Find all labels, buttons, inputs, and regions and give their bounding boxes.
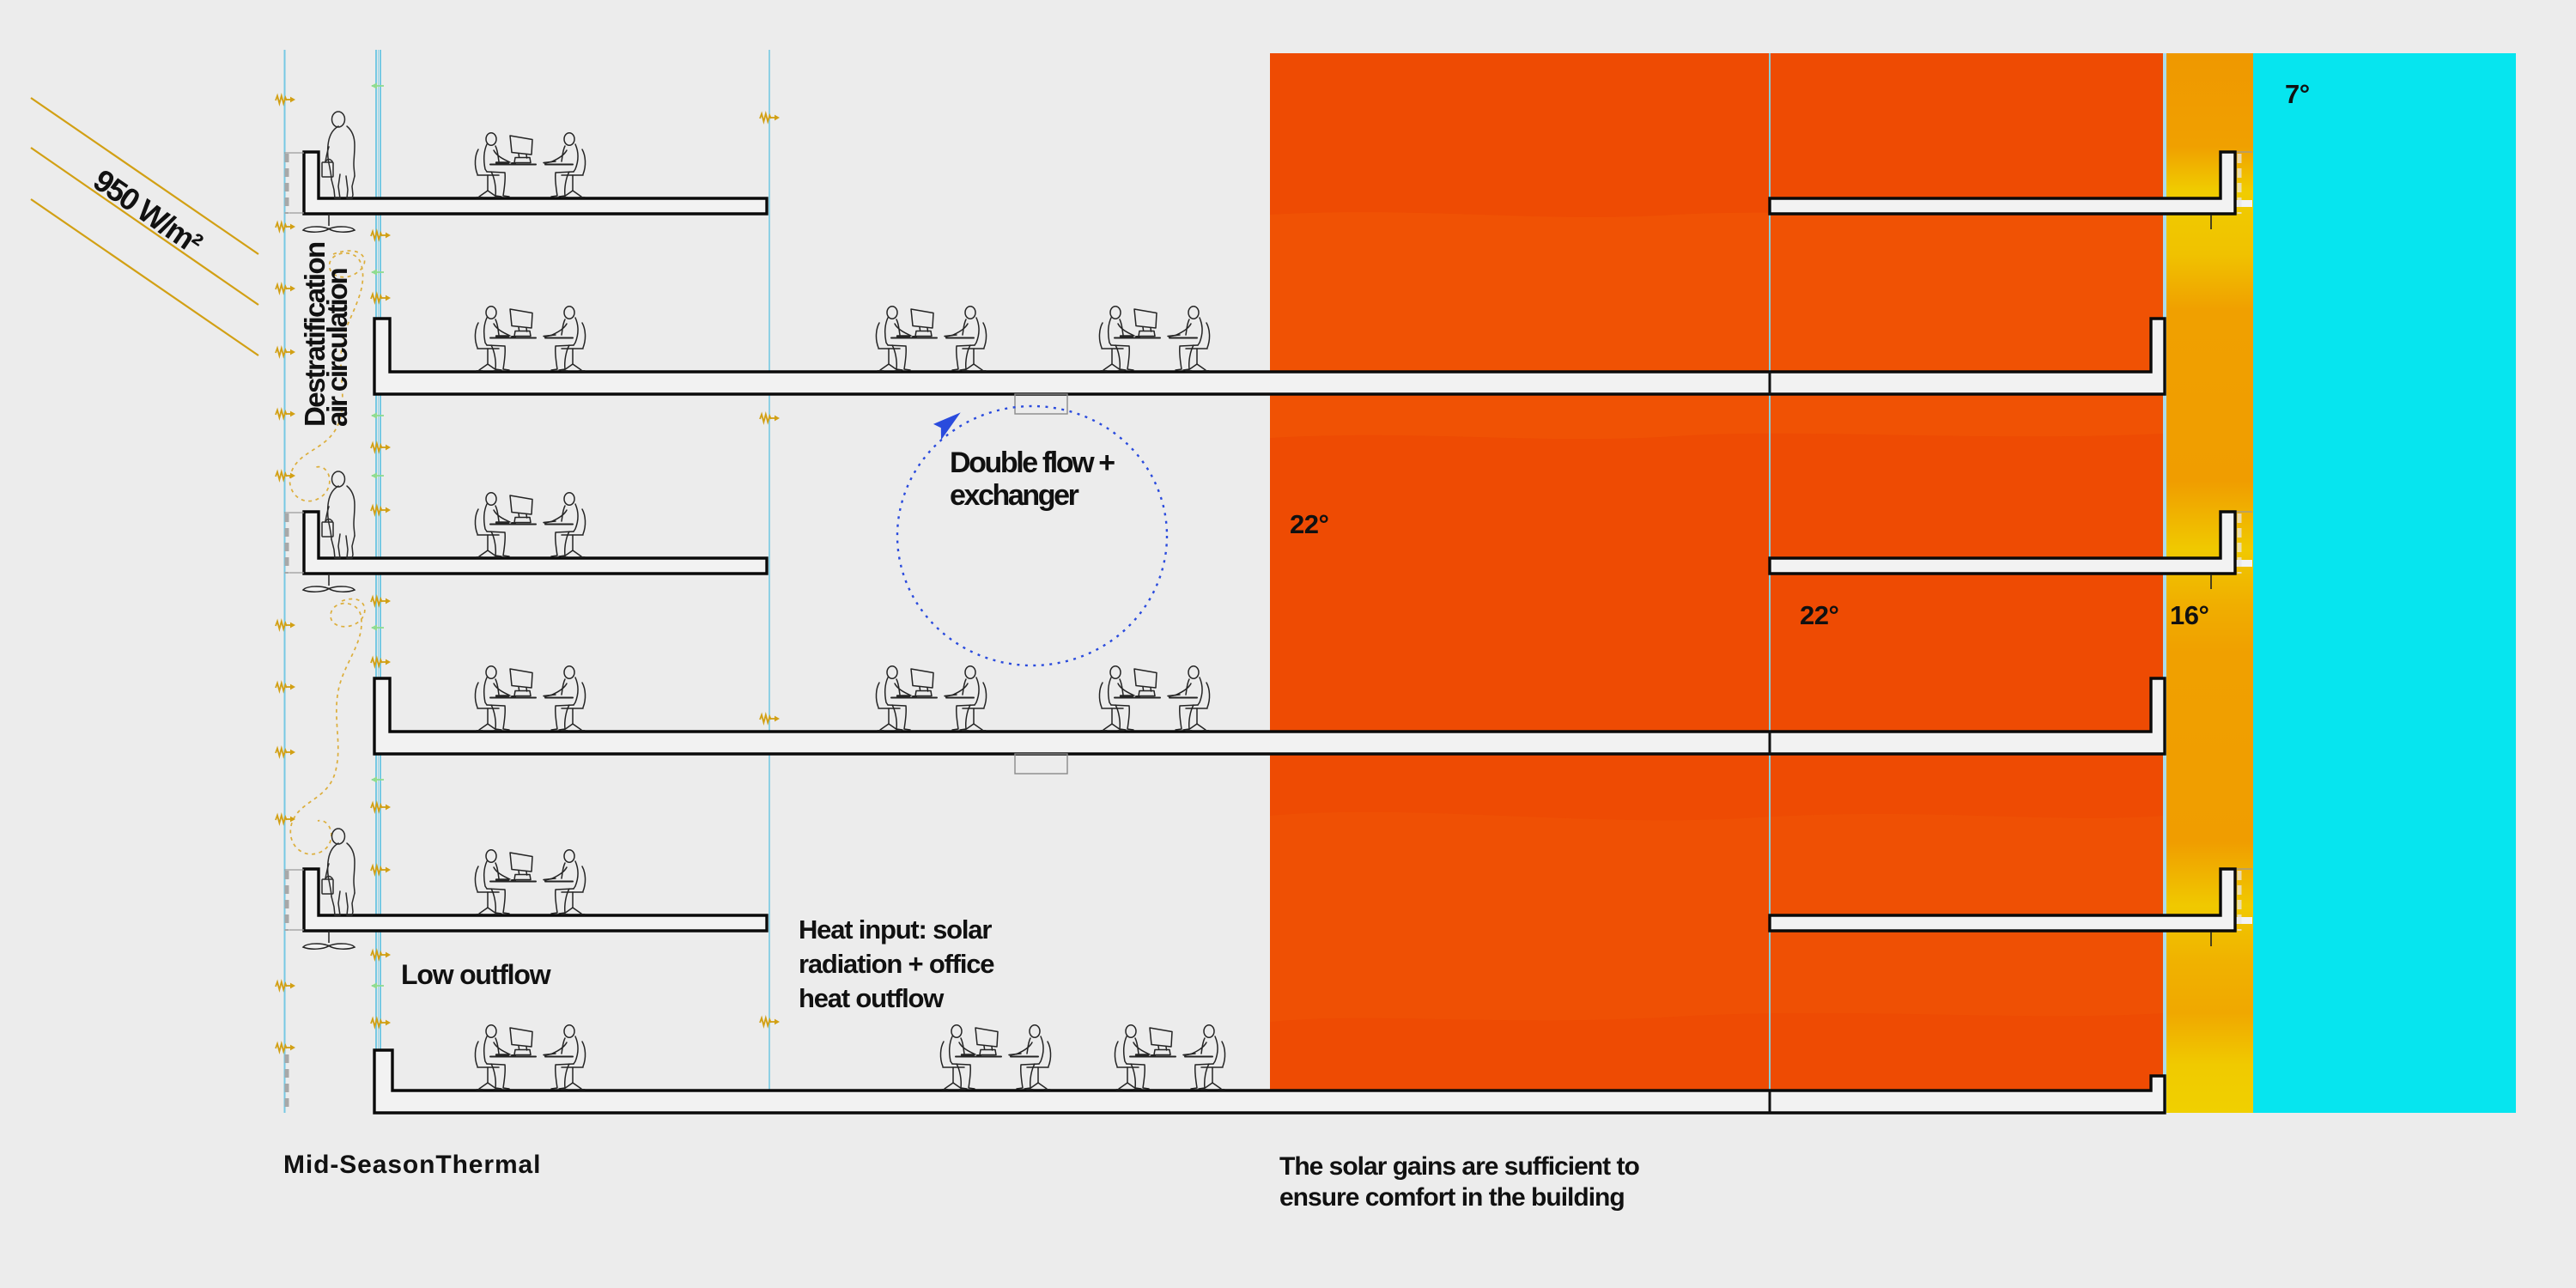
svg-text:22°: 22° [1290,509,1328,539]
svg-text:Destratification: Destratification [299,242,331,427]
svg-text:Heat input: solar: Heat input: solar [799,914,992,945]
svg-text:Low outflow: Low outflow [401,959,551,990]
svg-text:ensure comfort in the building: ensure comfort in the building [1279,1183,1625,1212]
svg-text:Double flow +: Double flow + [950,447,1115,479]
svg-text:950 W/m²: 950 W/m² [87,162,209,261]
svg-text:22°: 22° [1800,600,1838,630]
svg-text:Mid-SeasonThermal: Mid-SeasonThermal [283,1151,541,1179]
svg-text:7°: 7° [2285,79,2310,109]
svg-text:exchanger: exchanger [950,479,1079,512]
svg-text:air circulation: air circulation [321,269,353,427]
svg-text:16°: 16° [2170,600,2208,630]
svg-text:The solar gains are sufficient: The solar gains are sufficient to [1279,1152,1639,1181]
svg-text:radiation + office: radiation + office [799,949,994,979]
svg-text:heat outflow: heat outflow [799,983,945,1013]
